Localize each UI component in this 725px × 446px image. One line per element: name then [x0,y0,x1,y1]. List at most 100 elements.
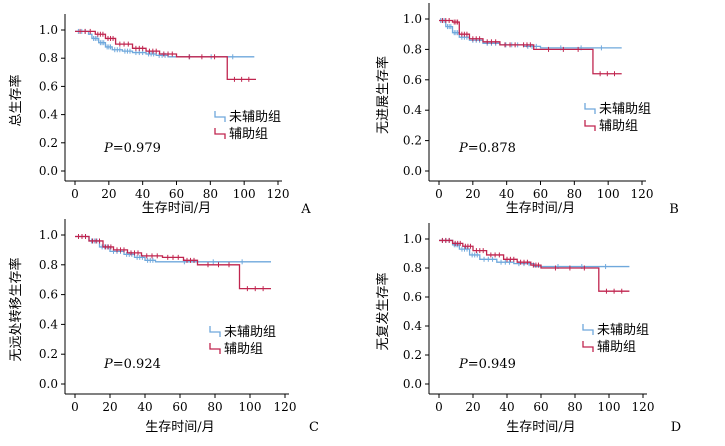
x-axis-title: 生存时间/月 [142,201,211,216]
legend-label: 未辅助组 [229,110,281,125]
legend-label: 辅助组 [599,119,638,134]
x-tick-label: 100 [233,187,256,201]
x-tick-label: 40 [499,187,514,201]
x-tick-label: 40 [135,187,150,201]
y-tick-label: 0.6 [39,79,58,93]
x-tick-label: 120 [274,400,297,414]
panel-c: 0.0 0.2 0.4 0.6 0.8 1.0 0 20 40 60 80 100 120 生存时间/月 无… [8,219,319,435]
y-tick-label: 0.0 [39,377,58,391]
x-tick-label: 60 [172,400,187,414]
panel-b: 0.0 0.2 0.4 0.6 0.8 1.0 0 20 40 60 80 100 120 生存时间/月 无… [375,3,679,217]
legend-swatch [214,128,226,139]
y-tick-label: 0.8 [39,51,58,65]
x-tick-label: 20 [101,187,116,201]
x-tick-label: 60 [533,187,548,201]
x-tick-label: 20 [465,187,480,201]
legend-swatch [214,111,226,122]
x-tick-label: 100 [597,187,620,201]
panel-letter: B [669,202,679,217]
y-tick-label: 0.6 [403,290,422,304]
panel-a: 0.0 0.2 0.4 0.6 0.8 1.0 0 20 40 60 80 100 120 生存时间/月 总… [8,14,311,217]
x-tick-label: 120 [267,187,290,201]
y-tick-label: 0.2 [39,347,58,361]
legend-label: 未辅助组 [224,325,276,340]
x-tick-label: 40 [499,400,514,414]
panel-d: 0.0 0.2 0.4 0.6 0.8 1.0 0 20 40 60 80 100 120 生存时间/月 无… [375,223,681,435]
x-tick-label: 0 [71,400,79,414]
panel-letter: D [671,420,681,435]
x-tick-label: 0 [435,187,443,201]
km-curve-adjuvant [439,239,630,292]
p-value: P=0.924 [103,357,161,372]
km-curve-adjuvant [75,235,271,290]
x-tick-label: 100 [239,400,262,414]
y-tick-label: 0.8 [403,261,422,275]
legend-label: 未辅助组 [599,102,651,117]
p-value-number: =0.878 [468,141,516,156]
y-tick-label: 0.2 [403,134,422,148]
x-tick-label: 80 [567,187,582,201]
x-tick-label: 60 [533,400,548,414]
y-tick-label: 0.6 [39,288,58,302]
p-value-number: =0.949 [468,357,516,372]
x-tick-label: 80 [207,400,222,414]
x-axis-title: 生存时间/月 [506,420,575,435]
x-tick-label: 40 [137,400,152,414]
y-tick-label: 0.2 [403,348,422,362]
y-tick-label: 0.0 [39,164,58,178]
y-tick-label: 0.4 [39,317,58,331]
y-tick-label: 1.0 [39,23,58,37]
y-tick-label: 0.6 [403,73,422,87]
x-tick-label: 120 [632,400,655,414]
y-axis-title: 无远处转移生存率 [8,257,24,361]
x-tick-label: 60 [169,187,184,201]
x-tick-label: 80 [203,187,218,201]
x-axis-title: 生存时间/月 [506,201,575,216]
legend-label: 辅助组 [597,340,636,355]
x-tick-label: 20 [102,400,117,414]
legend-swatch [209,343,221,354]
y-tick-label: 1.0 [403,12,422,26]
p-value-letter: P [458,357,468,372]
y-tick-label: 0.0 [403,377,422,391]
y-axis-title: 无进展生存率 [375,56,391,134]
y-tick-label: 0.8 [39,258,58,272]
panel-letter: C [309,420,319,435]
p-value-letter: P [458,141,468,156]
p-value-number: =0.924 [113,357,161,372]
p-value: P=0.979 [103,141,161,156]
p-value: P=0.878 [458,141,516,156]
km-curve-adjuvant [439,19,622,75]
p-value-letter: P [103,357,113,372]
x-tick-label: 80 [567,400,582,414]
x-tick-label: 120 [631,187,654,201]
y-tick-label: 1.0 [403,232,422,246]
y-axis-title: 无复发生存率 [375,272,391,350]
x-tick-label: 100 [598,400,621,414]
x-tick-label: 0 [71,187,79,201]
x-tick-label: 20 [465,400,480,414]
x-tick-label: 0 [435,400,443,414]
panel-letter: A [300,202,311,217]
p-value-number: =0.979 [113,141,161,156]
y-tick-label: 0.0 [403,164,422,178]
y-axis-title: 总生存率 [8,74,24,126]
p-value: P=0.949 [458,357,516,372]
legend-label: 辅助组 [224,342,263,357]
y-tick-label: 0.8 [403,42,422,56]
legend-label: 辅助组 [229,127,268,142]
p-value-letter: P [103,141,113,156]
y-tick-label: 0.4 [403,103,422,117]
x-axis-title: 生存时间/月 [145,420,214,435]
legend-swatch [584,120,596,131]
legend-label: 未辅助组 [597,323,649,338]
legend-swatch [584,103,596,114]
y-tick-label: 1.0 [39,228,58,242]
y-tick-label: 0.2 [39,136,58,150]
legend-swatch [582,341,594,352]
legend-swatch [582,324,594,335]
y-tick-label: 0.4 [403,319,422,333]
y-tick-label: 0.4 [39,108,58,122]
